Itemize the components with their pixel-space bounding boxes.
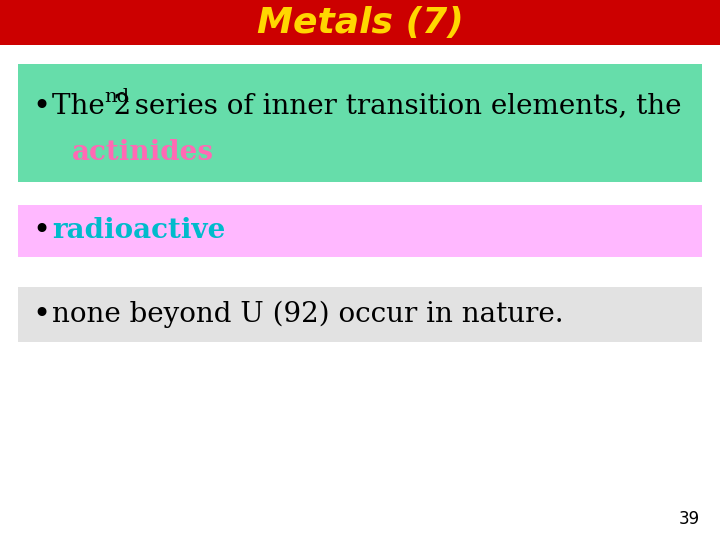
Bar	[0, 0, 720, 45]
Text: •: •	[32, 300, 50, 329]
Text: radioactive: radioactive	[52, 218, 225, 245]
Text: •: •	[32, 217, 50, 246]
Text: The 2: The 2	[52, 92, 131, 119]
Text: •: •	[32, 91, 50, 120]
Text: nd: nd	[104, 88, 129, 106]
Bar	[18, 205, 702, 257]
Text: Metals (7): Metals (7)	[256, 6, 464, 40]
Bar	[18, 287, 702, 342]
Text: series of inner transition elements, the: series of inner transition elements, the	[117, 92, 682, 119]
Bar	[18, 64, 702, 182]
Text: 39: 39	[679, 510, 700, 528]
Text: actinides: actinides	[72, 138, 214, 165]
Text: none beyond U (92) occur in nature.: none beyond U (92) occur in nature.	[52, 301, 564, 328]
